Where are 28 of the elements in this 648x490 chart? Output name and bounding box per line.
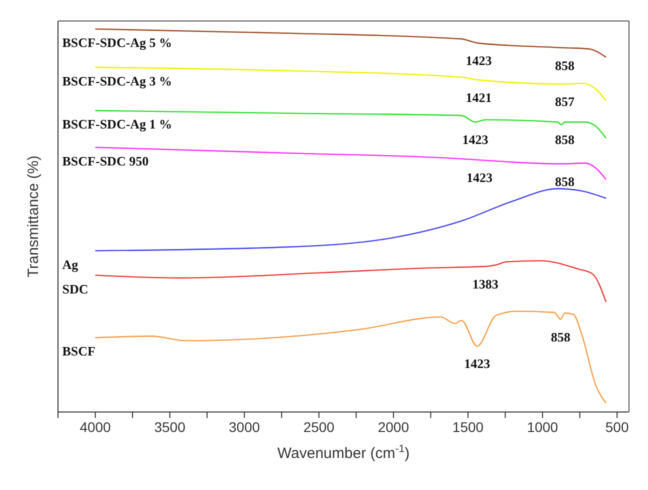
series-label: BSCF-SDC-Ag 3 % <box>62 73 172 88</box>
annotation: 857 <box>554 94 575 110</box>
x-tick-label: 4000 <box>80 419 112 435</box>
x-tick-label: 1500 <box>452 419 484 435</box>
annotation: 858 <box>554 58 575 73</box>
annotation: 858 <box>550 329 571 344</box>
x-axis-title: Wavenumber (cm$^{-1}$) <box>277 443 410 462</box>
annotation: 1423 <box>466 170 493 185</box>
annotation: 858 <box>554 132 575 148</box>
annotation: 1423 <box>466 53 492 68</box>
x-tick-label: 2500 <box>303 419 335 435</box>
annotation: 1421 <box>466 90 492 105</box>
series-label: BSCF-SDC-Ag 1 % <box>62 116 172 132</box>
annotation: 1383 <box>472 276 499 292</box>
series-label: BSCF <box>62 344 96 359</box>
x-tick-label: 2000 <box>378 419 410 435</box>
series-label: BSCF-SDC-Ag 5 % <box>62 35 172 50</box>
annotation: 1423 <box>462 132 489 148</box>
series-label: SDC <box>62 281 88 296</box>
annotation: 858 <box>554 174 575 189</box>
x-tick-label: 3000 <box>228 419 260 435</box>
x-tick-label: 500 <box>605 419 629 435</box>
series-label: BSCF-SDC 950 <box>62 153 149 168</box>
x-tick-label: 3500 <box>154 419 186 435</box>
y-axis-title: Transmittance (%) <box>25 156 42 278</box>
series-label: Ag <box>62 256 79 272</box>
annotation: 1423 <box>464 356 491 372</box>
x-tick-label: 1000 <box>526 419 558 435</box>
